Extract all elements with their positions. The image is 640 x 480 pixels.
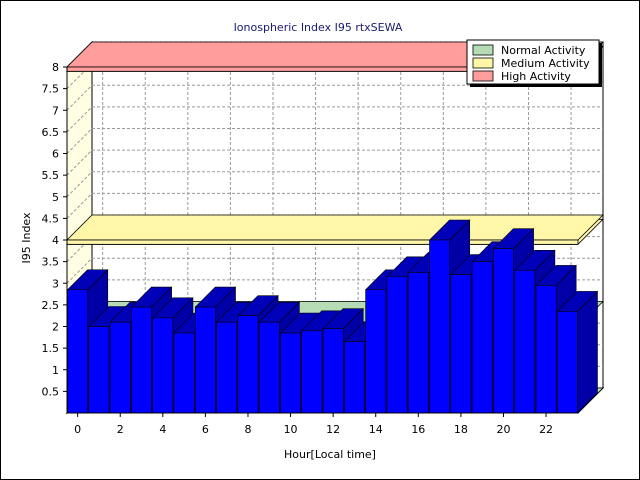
- y-tick-label: 3: [52, 277, 59, 290]
- x-tick-label: 12: [326, 423, 340, 436]
- bar-front: [194, 306, 216, 414]
- bar-front: [173, 332, 195, 414]
- y-axis-ticks: 0.5 1 1.5 2 2.5 3 3.5 4 4.5 5 5.5 6 6.5 7 7.5 8: [42, 61, 67, 398]
- y-tick-label: 7: [52, 104, 59, 117]
- x-tick-label: 22: [539, 423, 553, 436]
- y-tick-label: 4: [52, 234, 59, 247]
- bar-front: [556, 311, 578, 414]
- y-tick-label: 5: [52, 191, 59, 204]
- bar-front: [493, 248, 514, 414]
- gridline-y-wall: [66, 171, 93, 198]
- bar-front: [237, 315, 259, 414]
- x-axis-ticks: 0 2 4 6 8 10 12 14 16 18 20 22: [74, 413, 553, 436]
- y-tick-label: 2.5: [42, 299, 60, 312]
- y-axis-label: I95 Index: [20, 212, 33, 264]
- bar-front: [67, 289, 89, 414]
- y-tick-label: 8: [52, 61, 59, 74]
- bar-front: [386, 276, 408, 414]
- x-tick-label: 8: [244, 423, 251, 436]
- bar-front: [514, 269, 536, 414]
- gridline-y-wall: [66, 84, 93, 111]
- legend-swatch: [472, 70, 494, 82]
- bar-front: [258, 321, 280, 414]
- y-tick-label: 1: [52, 364, 59, 377]
- bar-front: [322, 328, 344, 414]
- legend-label: Medium Activity: [501, 57, 590, 70]
- gridline-y-wall: [66, 257, 93, 284]
- bar-front: [471, 261, 493, 414]
- bar: [556, 290, 599, 414]
- bar-front: [344, 341, 365, 414]
- y-tick-label: 3.5: [42, 256, 60, 269]
- bar-front: [365, 289, 387, 414]
- legend-swatch: [472, 57, 494, 69]
- bar-front: [429, 239, 451, 414]
- x-tick-label: 0: [74, 423, 81, 436]
- axes: [66, 67, 578, 414]
- x-tick-label: 4: [159, 423, 166, 436]
- y-tick-label: 0.5: [42, 385, 60, 398]
- x-tick-label: 18: [454, 423, 468, 436]
- bar-front: [535, 285, 557, 414]
- x-tick-label: 14: [369, 423, 383, 436]
- bar-front: [450, 274, 472, 414]
- y-tick-label: 6: [52, 148, 59, 161]
- legend-swatch: [472, 44, 494, 56]
- gridline-y-wall: [66, 63, 93, 89]
- gridline-y-wall: [66, 236, 93, 262]
- bar-front: [88, 326, 110, 414]
- y-tick-label: 4.5: [42, 212, 60, 225]
- x-tick-label: 2: [117, 423, 124, 436]
- bar-front: [301, 330, 323, 414]
- y-tick-label: 1.5: [42, 342, 60, 355]
- x-tick-label: 16: [411, 423, 425, 436]
- gridline-y-wall: [66, 128, 93, 154]
- legend-label: High Activity: [501, 70, 571, 83]
- x-tick-label: 10: [284, 423, 298, 436]
- bar-front: [109, 321, 131, 414]
- x-axis-label: Hour[Local time]: [284, 448, 376, 461]
- chart-title: Ionospheric Index I95 rtxSEWA: [234, 21, 403, 34]
- bar-front: [152, 317, 174, 414]
- bar-front: [407, 272, 429, 414]
- x-tick-label: 6: [202, 423, 209, 436]
- bar-front: [216, 321, 238, 414]
- bar-front: [280, 332, 301, 414]
- bar-side: [577, 290, 598, 414]
- gridline-y-wall: [66, 193, 93, 219]
- gridline-y-wall: [66, 149, 93, 176]
- gridline-y-wall: [66, 106, 93, 133]
- y-tick-label: 6.5: [42, 126, 60, 139]
- y-tick-label: 2: [52, 321, 59, 334]
- bar-front: [131, 306, 152, 414]
- y-tick-label: 5.5: [42, 169, 60, 182]
- legend-label: Normal Activity: [501, 44, 586, 57]
- x-tick-label: 20: [496, 423, 510, 436]
- y-tick-label: 7.5: [42, 83, 60, 96]
